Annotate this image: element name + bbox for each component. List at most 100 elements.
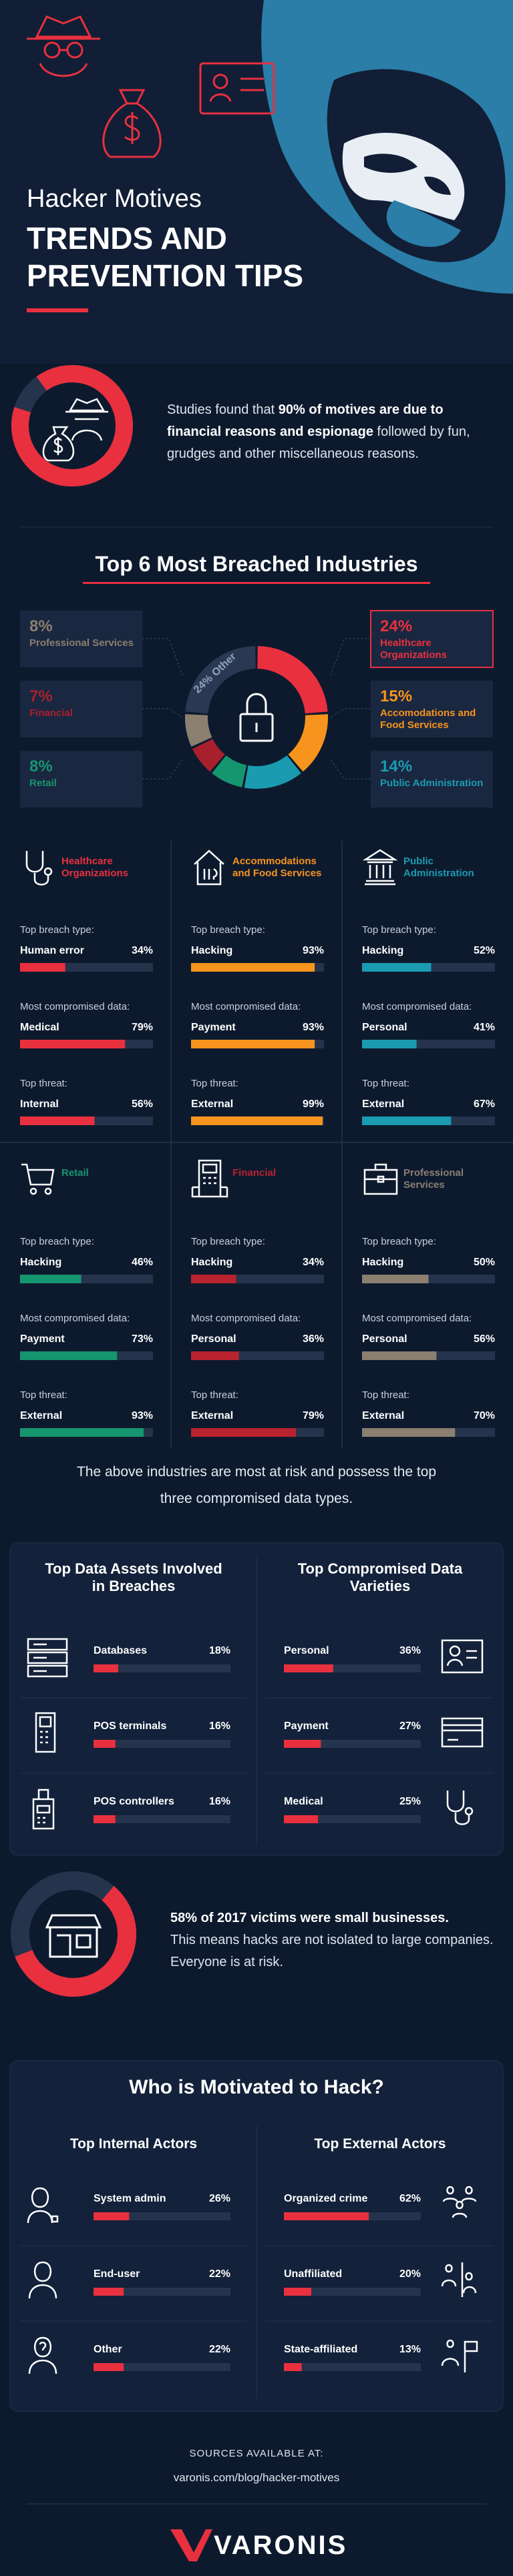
donut-segment xyxy=(185,646,256,714)
item-value: 18% xyxy=(208,1645,230,1656)
item-label: Payment xyxy=(284,1720,329,1732)
hacker-bag-icon xyxy=(42,398,108,462)
item-label: State-affiliated xyxy=(284,2344,358,2355)
icon xyxy=(191,1159,228,1198)
industry-name: Public Administration xyxy=(403,856,474,879)
icon-part xyxy=(27,2187,59,2224)
connector xyxy=(142,708,183,718)
bar xyxy=(362,1428,456,1437)
bar xyxy=(362,1351,437,1360)
bar xyxy=(191,1116,323,1125)
title: TRENDS AND xyxy=(27,221,227,256)
bar-track xyxy=(94,2288,230,2296)
row-label: Top threat: xyxy=(191,1078,238,1089)
bar xyxy=(362,1275,429,1283)
grid-separators xyxy=(0,841,513,1448)
icon xyxy=(441,1639,484,1674)
row-label: Most compromised data: xyxy=(20,1001,130,1012)
section-title: Top 6 Most Breached Industries xyxy=(95,552,418,576)
item-value: 20% xyxy=(399,2268,421,2280)
icon xyxy=(27,1638,68,1678)
row-value: 93% xyxy=(131,1410,153,1421)
row-value-label: Personal xyxy=(191,1333,236,1345)
icon xyxy=(194,850,224,886)
icon-part xyxy=(28,2336,57,2374)
row-value: 34% xyxy=(131,945,153,956)
row-label: Top breach type: xyxy=(191,924,265,936)
item-value: 62% xyxy=(399,2193,421,2204)
row-value: 73% xyxy=(131,1333,153,1345)
row-value-label: Payment xyxy=(191,1022,236,1033)
item-label: Unaffiliated xyxy=(284,2268,343,2280)
label-box xyxy=(371,681,493,737)
icon-part xyxy=(446,1791,470,1825)
motives-text-part: Studies found that xyxy=(167,402,279,417)
donut-arc xyxy=(11,365,133,487)
bar xyxy=(191,963,315,972)
bar xyxy=(191,1428,297,1437)
bar xyxy=(191,1040,315,1048)
icon-part xyxy=(362,849,398,886)
industry-name: Accommodations and Food Services xyxy=(232,856,322,879)
bar xyxy=(362,1040,417,1048)
row-value: 93% xyxy=(302,945,324,956)
bar xyxy=(284,2363,302,2371)
item-value: 13% xyxy=(399,2344,421,2355)
store-icon xyxy=(45,1914,102,1958)
row-value-label: Hacking xyxy=(362,945,404,956)
row-value-label: Medical xyxy=(20,1022,59,1033)
segment-value: 8% xyxy=(29,757,53,775)
bar xyxy=(284,1740,321,1748)
row-value-label: Hacking xyxy=(20,1257,62,1268)
bar xyxy=(362,963,432,972)
row-value-label: Payment xyxy=(20,1333,65,1345)
icon xyxy=(441,2262,477,2297)
row-value-label: Hacking xyxy=(191,945,233,956)
item-value: 22% xyxy=(208,2268,230,2280)
item-label: Medical xyxy=(284,1796,323,1807)
item-label: Personal xyxy=(284,1645,329,1656)
bar xyxy=(20,963,65,972)
row-value: 79% xyxy=(302,1410,324,1421)
connector xyxy=(330,638,371,676)
donut-arc xyxy=(15,1886,136,1997)
bar xyxy=(191,1351,239,1360)
icon-part xyxy=(449,1645,461,1657)
segment-name: Public Administration xyxy=(380,777,484,789)
note: The above industries are most at risk an… xyxy=(76,1464,437,1506)
motives-text-part: followed by fun, grudges and other misce… xyxy=(167,424,470,461)
padlock-icon xyxy=(239,693,274,742)
bar xyxy=(94,2363,124,2371)
row-value: 99% xyxy=(302,1098,324,1110)
row-value: 67% xyxy=(473,1098,495,1110)
row-label: Most compromised data: xyxy=(362,1001,472,1012)
row-value-label: Personal xyxy=(362,1333,407,1345)
icon-part xyxy=(441,2339,478,2372)
label-box xyxy=(371,751,493,808)
row-label: Most compromised data: xyxy=(20,1313,130,1324)
label-box xyxy=(370,610,494,668)
column-title: Top Data Assets Involved in Breaches xyxy=(45,1560,222,1595)
icon-part xyxy=(27,1638,68,1678)
icon xyxy=(27,2187,59,2224)
bar xyxy=(94,1664,118,1672)
icon xyxy=(25,851,53,886)
row-label: Top threat: xyxy=(362,1389,409,1401)
row-value: 79% xyxy=(131,1022,153,1033)
row-value: 56% xyxy=(131,1098,153,1110)
bar xyxy=(94,1815,116,1823)
row-value: 56% xyxy=(473,1333,495,1345)
bar xyxy=(284,2212,369,2220)
item-value: 16% xyxy=(208,1796,230,1807)
row-label: Top breach type: xyxy=(362,924,436,936)
bar xyxy=(20,1351,118,1360)
icon xyxy=(442,2186,477,2218)
icon xyxy=(362,849,398,886)
item-label: System admin xyxy=(94,2193,166,2204)
icon xyxy=(21,1163,55,1195)
donut-segment xyxy=(244,755,301,789)
row-value: 36% xyxy=(302,1333,324,1345)
bar-track xyxy=(94,1664,230,1672)
row-label: Most compromised data: xyxy=(191,1001,301,1012)
